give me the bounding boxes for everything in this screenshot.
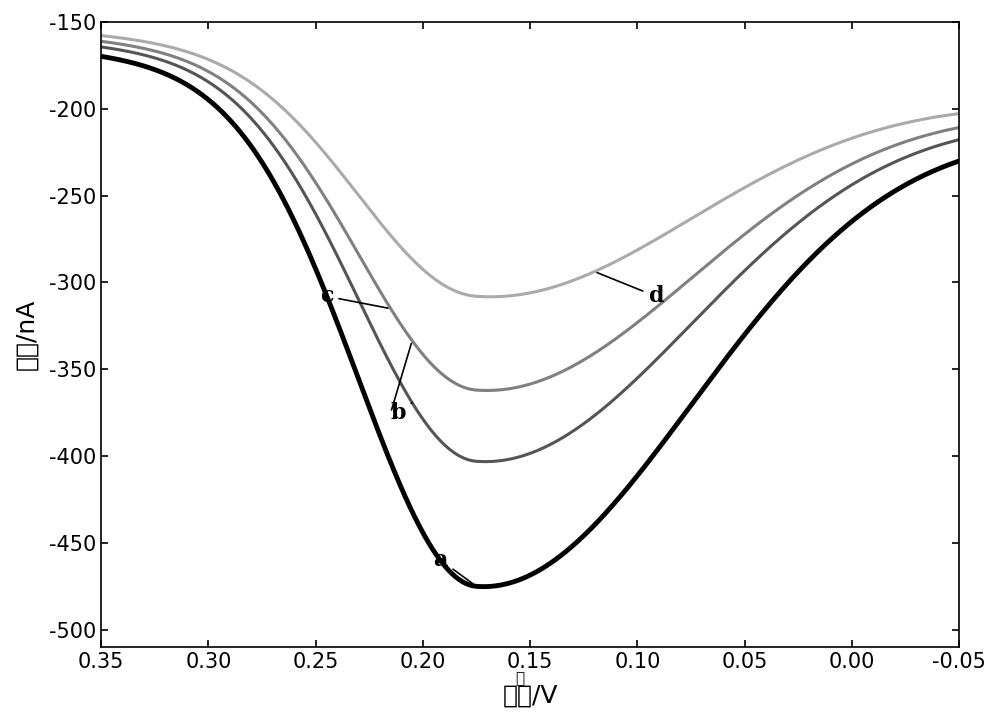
- Y-axis label: 电流/nA: 电流/nA: [14, 298, 38, 370]
- X-axis label: 电压/V: 电压/V: [502, 683, 558, 707]
- Text: a: a: [434, 549, 474, 585]
- Text: b: b: [391, 402, 412, 424]
- Text: 图: 图: [515, 671, 524, 686]
- Text: d: d: [597, 273, 664, 307]
- Text: c: c: [320, 286, 388, 308]
